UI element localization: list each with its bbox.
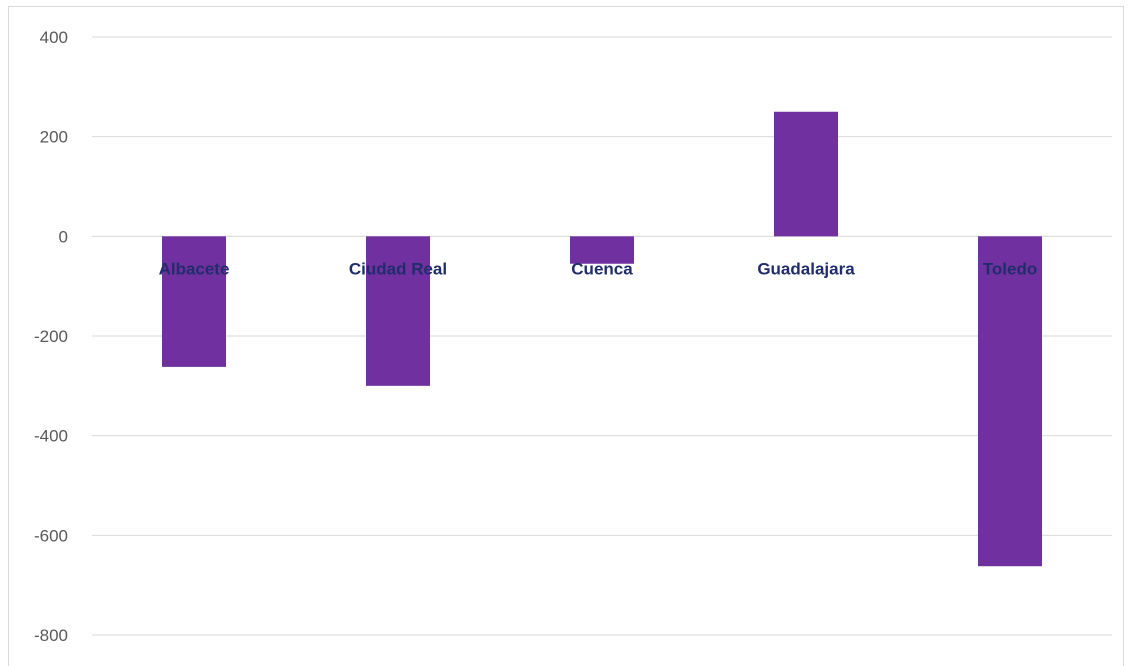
bar-toledo <box>978 236 1042 567</box>
category-label: Cuenca <box>571 259 633 278</box>
bar-guadalajara <box>774 111 838 237</box>
y-axis-ticks: 400 200 0 -200 -400 -600 -800 <box>34 28 68 645</box>
chart-frame <box>8 6 1124 666</box>
y-tick-label: -600 <box>34 526 68 545</box>
gridlines <box>92 36 1112 636</box>
category-label: Ciudad Real <box>349 259 447 278</box>
y-tick-label: -800 <box>34 626 68 645</box>
category-label: Toledo <box>983 259 1037 278</box>
y-tick-label: 400 <box>40 28 68 47</box>
y-tick-label: 0 <box>59 227 68 246</box>
bar-cuenca <box>570 236 634 264</box>
bar-albacete <box>162 236 226 367</box>
category-label: Guadalajara <box>757 259 855 278</box>
y-tick-label: -400 <box>34 427 68 446</box>
category-labels: Albacete Ciudad Real Cuenca Guadalajara Tole… <box>159 259 1038 278</box>
bars <box>162 111 1042 567</box>
category-label: Albacete <box>159 259 230 278</box>
bar-ciudad-real <box>366 236 430 386</box>
y-tick-label: 200 <box>40 128 68 147</box>
y-tick-label: -200 <box>34 327 68 346</box>
